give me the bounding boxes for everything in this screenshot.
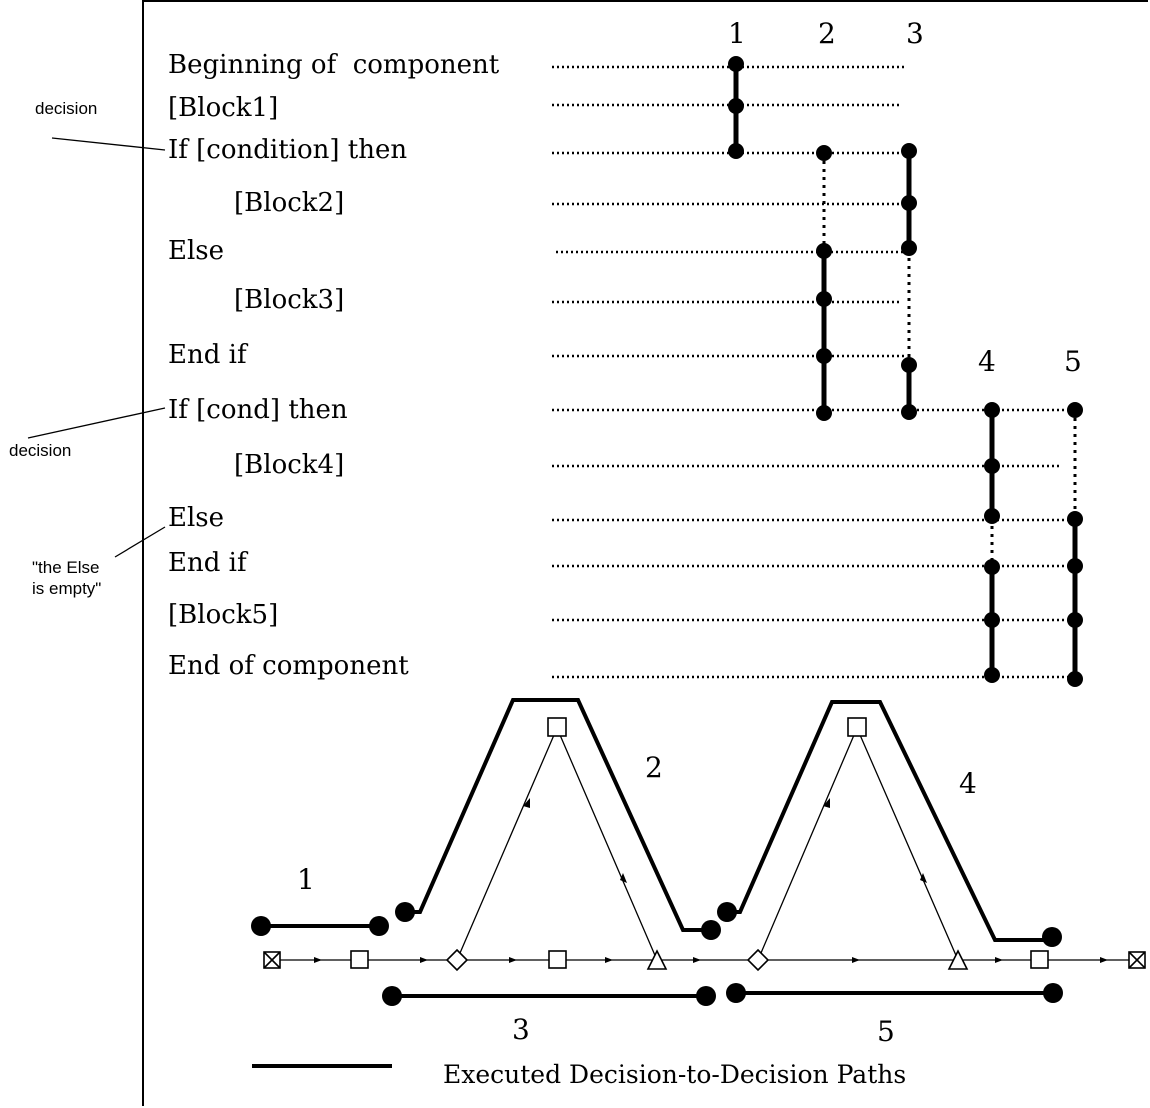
block2-node [547, 717, 567, 737]
code-line-block1: [Block1] [168, 93, 279, 123]
baseline-arrow-ticks [314, 957, 1108, 963]
code-line-block4: [Block4] [234, 450, 345, 480]
code-line-if-condition: If [condition] then [168, 135, 408, 165]
block5-node [1030, 950, 1049, 969]
code-line-else-2: Else [168, 503, 225, 533]
triangle-arrow-ticks [523, 798, 927, 883]
dd-path-4 [727, 700, 1052, 942]
code-line-endif-2: End if [168, 548, 247, 578]
code-line-if-cond: If [cond] then [168, 395, 348, 425]
path-number-bottom-5: 5 [877, 1015, 895, 1048]
decision-node-2 [746, 948, 770, 972]
terminal-node-crosses [263, 951, 1146, 969]
block4-node [847, 717, 867, 737]
dd-path-2 [405, 698, 711, 932]
path-number-bottom-4: 4 [959, 767, 977, 800]
leader-line-decision-1 [51, 137, 166, 151]
decision-node-1 [445, 948, 469, 972]
legend-label: Executed Decision-to-Decision Paths [443, 1060, 907, 1089]
path-number-top-4: 4 [978, 345, 996, 378]
code-line-else-1: Else [168, 236, 225, 266]
code-line-endif-1: End if [168, 340, 247, 370]
top-path-dots [728, 56, 1083, 687]
trace-dotted-lines [552, 65, 1075, 679]
path-number-top-2: 2 [818, 17, 836, 50]
annotation-decision-1: decision [35, 99, 98, 118]
junction-node-2 [947, 949, 969, 970]
path-number-top-5: 5 [1064, 345, 1082, 378]
executed-paths [261, 698, 1053, 998]
code-line-end-component: End of component [168, 651, 409, 681]
executed-path-endpoints [251, 902, 1063, 1006]
annotation-else-empty: "the Else is empty" [32, 558, 102, 599]
code-line-block5: [Block5] [168, 600, 279, 630]
code-line-beginning: Beginning of component [168, 50, 500, 80]
path-number-bottom-1: 1 [297, 863, 315, 896]
code-line-block3: [Block3] [234, 285, 345, 315]
junction-node-1 [646, 949, 668, 970]
leader-line-decision-2 [27, 407, 166, 439]
block1-node [350, 950, 369, 969]
annotation-decision-2: decision [9, 441, 72, 460]
path-number-top-3: 3 [906, 17, 924, 50]
diagram-frame [142, 0, 1148, 1106]
leader-line-else-empty [114, 526, 166, 558]
path-number-top-1: 1 [728, 17, 746, 50]
code-line-block2: [Block2] [234, 188, 345, 218]
path-number-bottom-2: 2 [645, 751, 663, 784]
path-number-bottom-3: 3 [512, 1013, 530, 1046]
block3-node [548, 950, 567, 969]
